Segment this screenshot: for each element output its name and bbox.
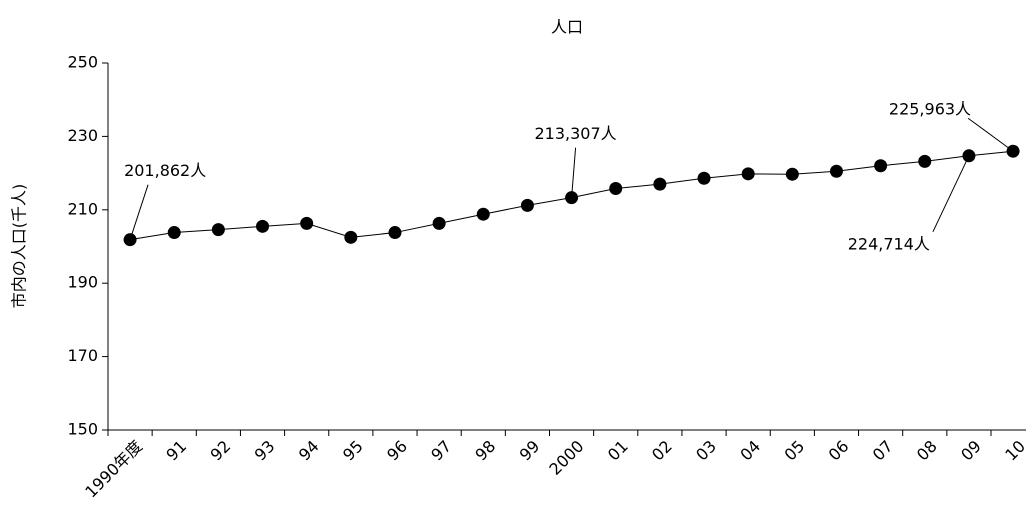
x-tick-label: 02 [648, 437, 676, 465]
x-tick-label: 01 [604, 437, 632, 465]
data-label: 224,714人 [848, 234, 930, 253]
x-tick-label: 09 [957, 437, 985, 465]
point [785, 167, 799, 181]
x-tick-label: 92 [207, 437, 235, 465]
x-tick-label: 91 [162, 437, 190, 465]
point [476, 207, 490, 221]
x-tick-label: 1990年度 [81, 437, 146, 502]
x-tick-label: 06 [825, 437, 853, 465]
point [211, 223, 225, 237]
data-label: 213,307人 [534, 124, 616, 143]
y-axis-label: 市内の人口(千人) [10, 184, 29, 309]
x-tick-label: 94 [295, 437, 323, 465]
data-label: 201,862人 [124, 161, 206, 180]
y-tick-label: 230 [67, 126, 98, 145]
x-tick-label: 10 [1001, 437, 1028, 465]
y-tick-label: 210 [67, 199, 98, 218]
y-tick-label: 150 [67, 420, 98, 439]
x-tick-label: 95 [339, 437, 367, 465]
y-tick-label: 170 [67, 346, 98, 365]
point [697, 171, 711, 185]
point [344, 230, 358, 244]
x-tick-label: 99 [516, 437, 544, 465]
chart-title: 人口 [551, 18, 583, 37]
point [520, 198, 534, 212]
point [167, 226, 181, 240]
point [300, 216, 314, 230]
point [609, 182, 623, 196]
x-tick-label: 96 [383, 437, 411, 465]
data-label: 225,963人 [889, 100, 971, 119]
x-tick-label: 03 [692, 437, 720, 465]
x-tick-label: 93 [251, 437, 279, 465]
x-tick-label: 98 [471, 437, 499, 465]
y-tick-label: 250 [67, 53, 98, 72]
leader-line [967, 117, 1014, 152]
point [256, 219, 270, 233]
point [432, 216, 446, 230]
point [653, 177, 667, 191]
leader-line [932, 155, 970, 233]
point [388, 226, 402, 240]
x-tick-label: 2000 [545, 437, 587, 479]
leader-line [129, 184, 149, 240]
point [829, 164, 843, 178]
x-tick-label: 97 [427, 437, 455, 465]
leader-line [571, 147, 577, 198]
point [874, 159, 888, 173]
x-tick-label: 07 [869, 437, 897, 465]
point [741, 167, 755, 181]
x-tick-label: 08 [913, 437, 941, 465]
x-tick-label: 04 [736, 437, 764, 465]
y-tick-label: 190 [67, 273, 98, 292]
x-tick-label: 05 [781, 437, 809, 465]
point [918, 154, 932, 168]
